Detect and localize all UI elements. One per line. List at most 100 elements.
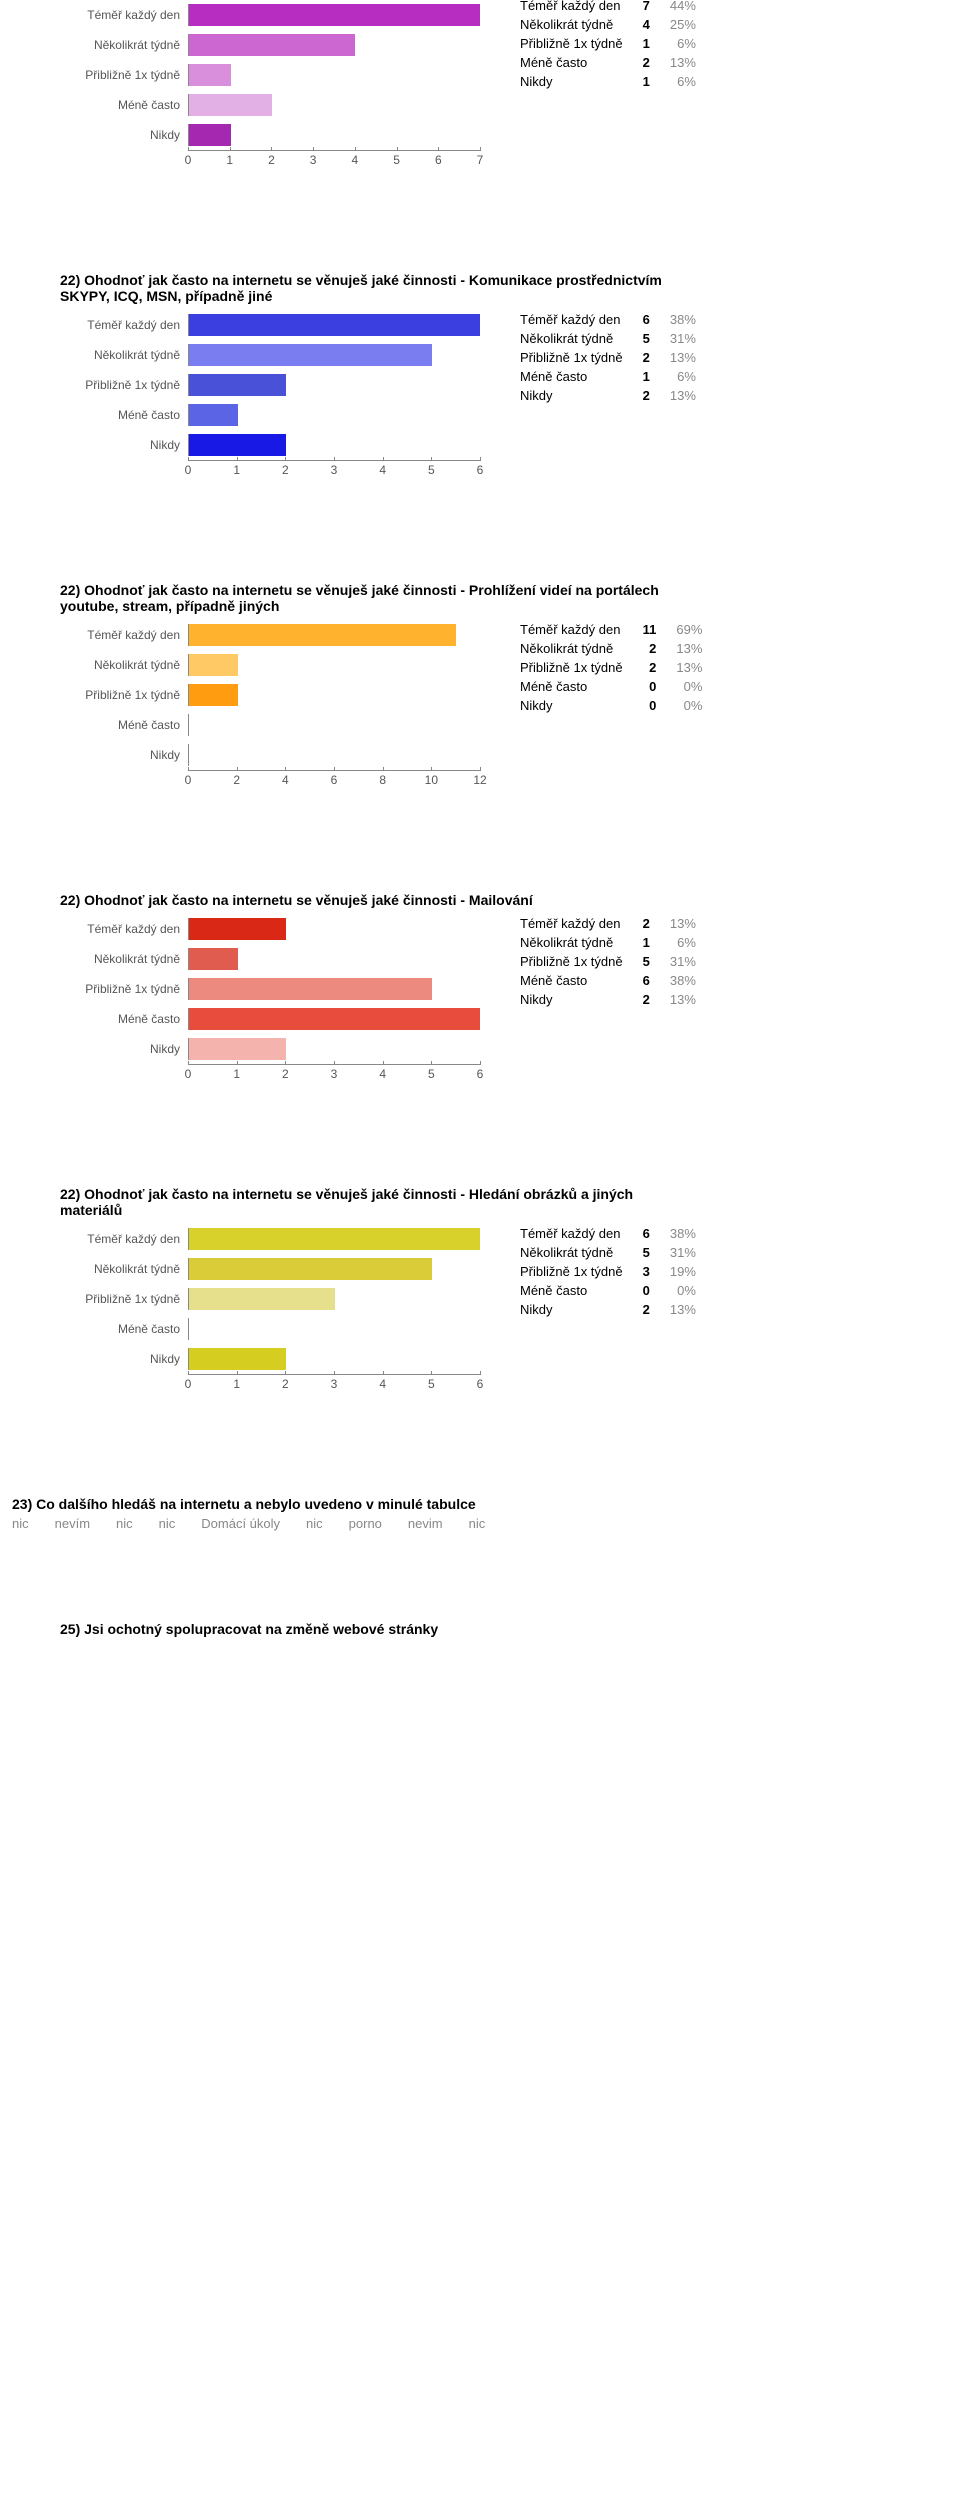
axis-track: 01234567	[188, 150, 480, 173]
count-cell: 2	[633, 639, 667, 658]
table-row: Téměř každý den1169%	[510, 620, 712, 639]
y-axis-label: Několikrát týdně	[60, 952, 188, 966]
bar	[189, 624, 456, 646]
table-row: Nikdy213%	[510, 1300, 706, 1319]
tick-label: 6	[477, 1377, 484, 1391]
answer-item: nevím	[55, 1516, 90, 1531]
category-cell: Přibližně 1x týdně	[510, 34, 633, 53]
tick-label: 2	[268, 153, 275, 167]
count-cell: 1	[633, 72, 660, 91]
tick-label: 0	[185, 463, 192, 477]
percent-cell: 13%	[660, 914, 706, 933]
bar	[189, 94, 272, 116]
category-cell: Méně často	[510, 971, 633, 990]
tick-label: 0	[185, 153, 192, 167]
chart-section: 22) Ohodnoť jak často na internetu se vě…	[0, 1186, 960, 1396]
content-row: Téměř každý den Několikrát týdněPřibližně…	[60, 1224, 900, 1396]
table-row: Nikdy213%	[510, 386, 706, 405]
count-cell: 5	[633, 1243, 660, 1262]
content-row: Téměř každý denNěkolikrát týdněPřibližně…	[60, 914, 900, 1086]
chart-row: Téměř každý den	[60, 310, 480, 340]
content-row: Téměř každý denNěkolikrát týdněPřibližně…	[60, 0, 900, 172]
percent-cell: 13%	[666, 639, 712, 658]
bar	[189, 684, 238, 706]
tick-label: 5	[428, 463, 435, 477]
chart-row: Nikdy	[60, 1034, 480, 1064]
percent-cell: 13%	[660, 386, 706, 405]
percent-cell: 6%	[660, 72, 706, 91]
tick-label: 1	[226, 153, 233, 167]
answer-item: nic	[469, 1516, 486, 1531]
chart-row: Několikrát týdně	[60, 30, 480, 60]
bar-track	[188, 948, 480, 970]
bar	[189, 34, 355, 56]
chart-row: Téměř každý den	[60, 914, 480, 944]
count-cell: 2	[633, 658, 667, 677]
table-row: Méně často00%	[510, 677, 712, 696]
chart-row: Méně často	[60, 1004, 480, 1034]
count-cell: 6	[633, 310, 660, 329]
question-title: 22) Ohodnoť jak často na internetu se vě…	[60, 272, 680, 304]
category-cell: Nikdy	[510, 72, 633, 91]
bar-track	[188, 344, 480, 366]
bar-chart: Téměř každý denNěkolikrát týdněPřibližně…	[60, 914, 480, 1086]
count-cell: 0	[633, 1281, 660, 1300]
chart-row: Méně často	[60, 400, 480, 430]
category-cell: Téměř každý den	[510, 620, 633, 639]
data-table: Téměř každý den744%Několikrát týdně425%P…	[510, 0, 706, 91]
percent-cell: 19%	[660, 1262, 706, 1281]
y-axis-label: Několikrát týdně	[60, 658, 188, 672]
x-axis: 01234567	[60, 150, 480, 172]
x-axis: 0123456	[60, 460, 480, 482]
table-row: Několikrát týdně425%	[510, 15, 706, 34]
table-row: Přibližně 1x týdně319%	[510, 1262, 706, 1281]
tick-label: 5	[393, 153, 400, 167]
table-row: Téměř každý den213%	[510, 914, 706, 933]
bar-track	[188, 4, 480, 26]
count-cell: 2	[633, 53, 660, 72]
percent-cell: 0%	[660, 1281, 706, 1300]
answer-item: nevim	[408, 1516, 443, 1531]
category-cell: Téměř každý den	[510, 310, 633, 329]
bar-track	[188, 64, 480, 86]
tick-label: 2	[282, 1067, 289, 1081]
tick-label: 8	[379, 773, 386, 787]
y-axis-label: Nikdy	[60, 1042, 188, 1056]
chart-row: Téměř každý den	[60, 1224, 480, 1254]
table-row: Několikrát týdně531%	[510, 329, 706, 348]
count-cell: 2	[633, 914, 660, 933]
tick-label: 4	[352, 153, 359, 167]
bar-track	[188, 684, 480, 706]
tick-label: 1	[233, 463, 240, 477]
percent-cell: 6%	[660, 933, 706, 952]
y-axis-label: Téměř každý den	[60, 922, 188, 936]
bar	[189, 1228, 480, 1250]
bar	[189, 314, 480, 336]
percent-cell: 38%	[660, 310, 706, 329]
chart-row: Nikdy	[60, 740, 480, 770]
bar	[189, 1008, 480, 1030]
answer-item: nic	[306, 1516, 323, 1531]
tick-label: 12	[473, 773, 486, 787]
table-row: Přibližně 1x týdně213%	[510, 658, 712, 677]
tick-label: 6	[477, 463, 484, 477]
count-cell: 2	[633, 348, 660, 367]
table-row: Přibližně 1x týdně531%	[510, 952, 706, 971]
tick-label: 3	[331, 1377, 338, 1391]
y-axis-label: Nikdy	[60, 748, 188, 762]
table-row: Méně často16%	[510, 367, 706, 386]
category-cell: Několikrát týdně	[510, 933, 633, 952]
chart-row: Několikrát týdně	[60, 944, 480, 974]
bar-track	[188, 714, 480, 736]
question-title: 23) Co dalšího hledáš na internetu a neb…	[12, 1496, 948, 1512]
category-cell: Několikrát týdně	[510, 1243, 633, 1262]
percent-cell: 44%	[660, 0, 706, 15]
tick-label: 2	[282, 463, 289, 477]
question-title: 22) Ohodnoť jak často na internetu se vě…	[60, 582, 680, 614]
y-axis-label: Méně často	[60, 1012, 188, 1026]
chart-section: 22) Ohodnoť jak často na internetu se vě…	[0, 892, 960, 1086]
axis-track: 0123456	[188, 460, 480, 483]
x-axis: 024681012	[60, 770, 480, 792]
count-cell: 6	[633, 971, 660, 990]
bar	[189, 124, 231, 146]
